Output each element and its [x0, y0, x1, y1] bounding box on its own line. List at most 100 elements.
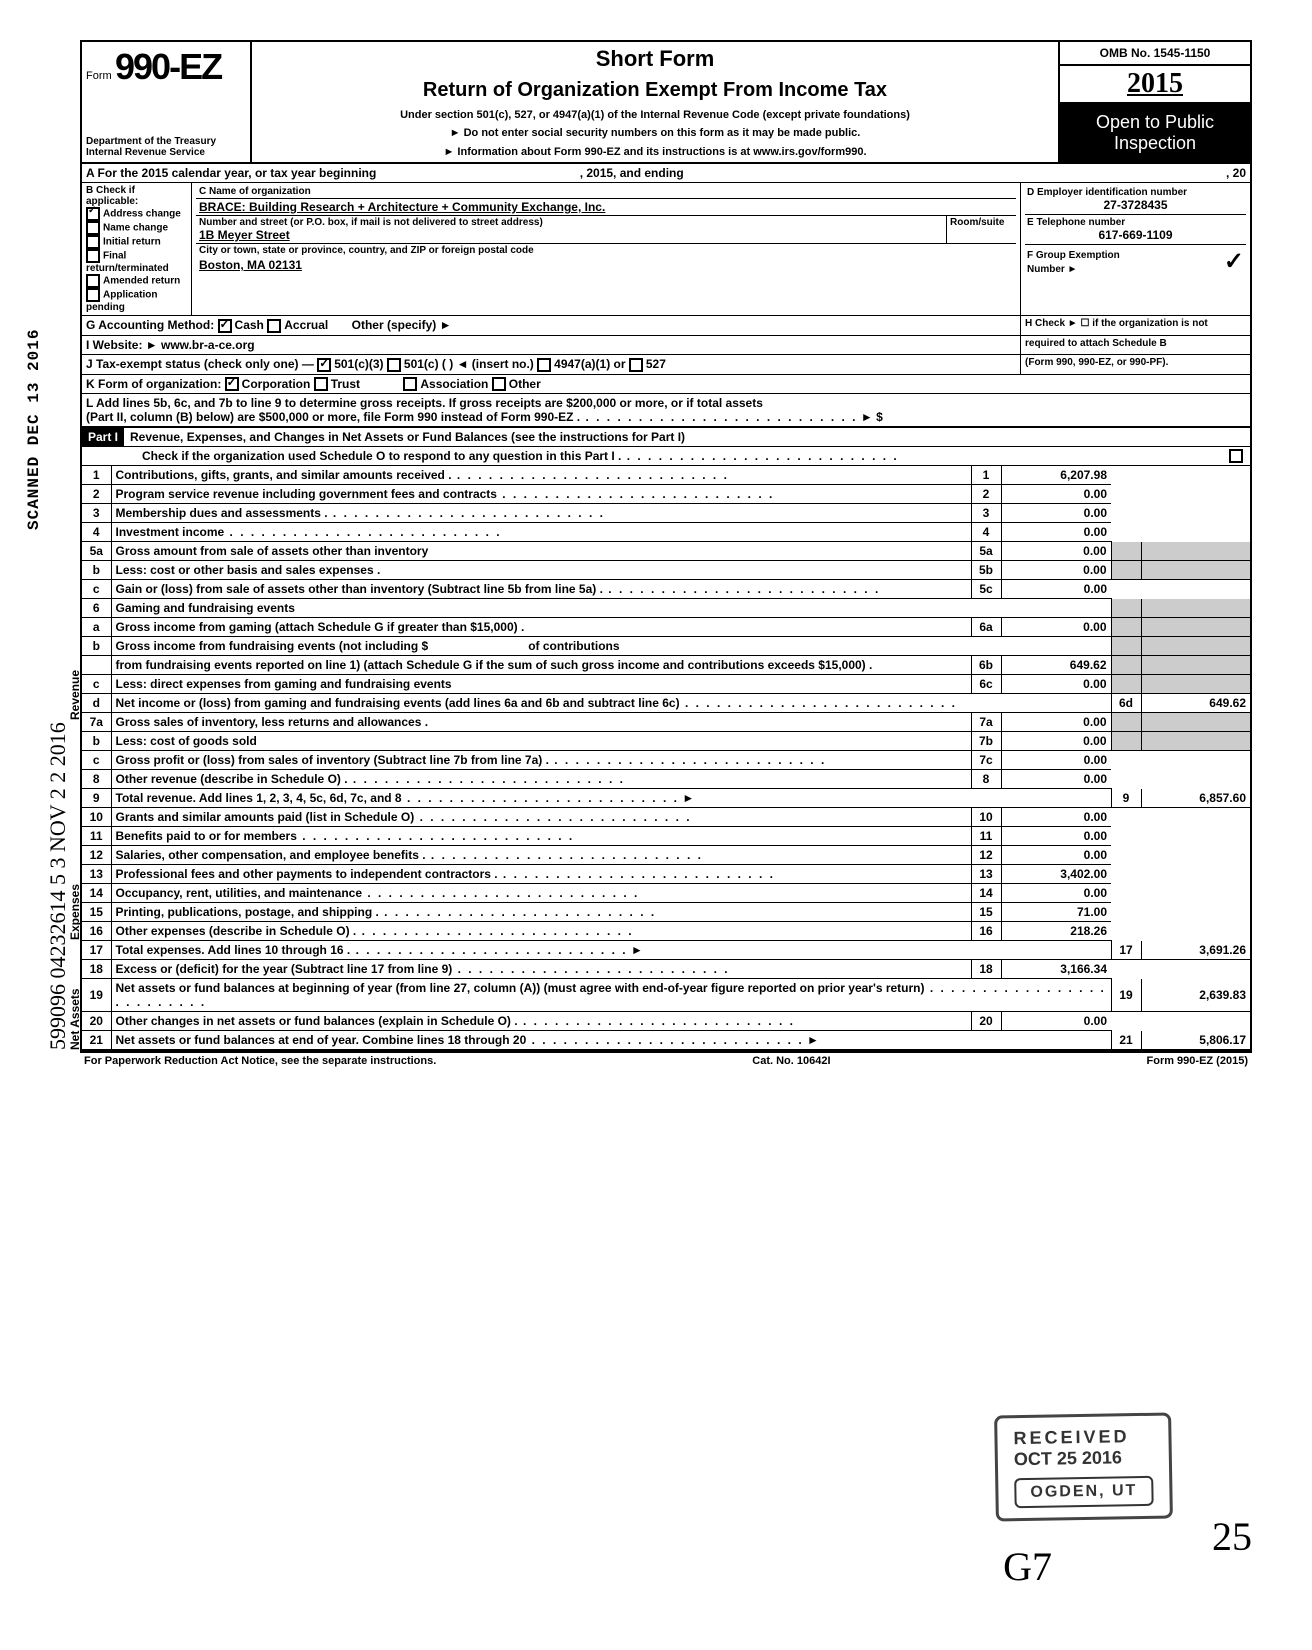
527-checkbox[interactable] — [629, 358, 643, 372]
part-1-sub: Check if the organization used Schedule … — [80, 447, 1252, 466]
line-3-desc: Membership dues and assessments . — [111, 504, 971, 523]
line-5a-desc: Gross amount from sale of assets other t… — [111, 542, 971, 561]
b-check-2[interactable] — [86, 235, 100, 249]
other-method-label: Other (specify) ► — [352, 318, 452, 332]
501c3-label: 501(c)(3) — [334, 357, 383, 371]
corp-label: Corporation — [242, 377, 311, 391]
line-13-desc: Professional fees and other payments to … — [111, 865, 971, 884]
line-11-desc: Benefits paid to or for members — [111, 827, 971, 846]
trust-label: Trust — [331, 377, 360, 391]
phone-value: 617-669-1109 — [1027, 228, 1244, 242]
dept-label: Department of the Treasury — [86, 136, 246, 147]
assoc-label: Association — [420, 377, 488, 391]
line-5a-midamt: 0.00 — [1001, 542, 1111, 561]
lines-table: 1Contributions, gifts, grants, and simil… — [80, 466, 1252, 1051]
line-7c-amt: 0.00 — [1001, 751, 1111, 770]
row-c-label: C Name of organization — [196, 185, 1016, 199]
part-1-header: Part I Revenue, Expenses, and Changes in… — [80, 428, 1252, 447]
row-g-h: G Accounting Method: Cash Accrual Other … — [80, 316, 1252, 336]
b-check-0[interactable] — [86, 207, 100, 221]
line-19-desc: Net assets or fund balances at beginning… — [111, 979, 1111, 1012]
row-a-mid: , 2015, and ending — [580, 166, 684, 180]
stamp-received: RECEIVED — [1013, 1426, 1152, 1449]
line-8-amt: 0.00 — [1001, 770, 1111, 789]
info-note: ► Information about Form 990-EZ and its … — [260, 146, 1050, 158]
line-18-desc: Excess or (deficit) for the year (Subtra… — [111, 960, 971, 979]
form-label: Form — [86, 70, 112, 82]
b-check-5[interactable] — [86, 288, 100, 302]
line-11-amt: 0.00 — [1001, 827, 1111, 846]
assoc-checkbox[interactable] — [403, 377, 417, 391]
corp-checkbox[interactable] — [225, 377, 239, 391]
line-7c-desc: Gross profit or (loss) from sales of inv… — [111, 751, 971, 770]
line-9-desc: Total revenue. Add lines 1, 2, 3, 4, 5c,… — [111, 789, 1111, 808]
527-label: 527 — [646, 357, 666, 371]
line-16-desc: Other expenses (describe in Schedule O) … — [111, 922, 971, 941]
handwritten-25: 25 — [1212, 1513, 1252, 1560]
b-item-2: Initial return — [103, 237, 161, 248]
group-number-label: Number ► — [1027, 264, 1077, 275]
return-title: Return of Organization Exempt From Incom… — [260, 79, 1050, 102]
row-a-end: , 20 — [1060, 164, 1250, 182]
part-1-title: Revenue, Expenses, and Changes in Net As… — [124, 428, 1250, 446]
trust-checkbox[interactable] — [314, 377, 328, 391]
b-check-3[interactable] — [86, 249, 100, 263]
line-4-amt: 0.00 — [1001, 523, 1111, 542]
accrual-checkbox[interactable] — [267, 319, 281, 333]
row-l-text1: L Add lines 5b, 6c, and 7b to line 9 to … — [86, 396, 1246, 410]
room-label: Room/suite — [946, 216, 1016, 243]
schedule-o-checkbox[interactable] — [1229, 449, 1243, 463]
line-17-desc: Total expenses. Add lines 10 through 16 … — [111, 941, 1111, 960]
ein-label: D Employer identification number — [1027, 187, 1244, 198]
b-check-4[interactable] — [86, 274, 100, 288]
501c-checkbox[interactable] — [387, 358, 401, 372]
ein-value: 27-3728435 — [1027, 198, 1244, 212]
row-l-text2: (Part II, column (B) below) are $500,000… — [86, 410, 858, 424]
phone-label: E Telephone number — [1027, 217, 1244, 228]
line-1-amt: 6,207.98 — [1001, 466, 1111, 485]
street-value: 1B Meyer Street — [199, 228, 943, 242]
footer: For Paperwork Reduction Act Notice, see … — [80, 1051, 1252, 1069]
501c-label: 501(c) ( — [404, 357, 446, 371]
b-check-1[interactable] — [86, 221, 100, 235]
city-label: City or town, state or province, country… — [196, 244, 1016, 257]
line-6b-desc: from fundraising events reported on line… — [111, 656, 971, 675]
line-7b-desc: Less: cost of goods sold — [111, 732, 971, 751]
cash-checkbox[interactable] — [218, 319, 232, 333]
other-org-checkbox[interactable] — [492, 377, 506, 391]
line-10-desc: Grants and similar amounts paid (list in… — [111, 808, 971, 827]
short-form-title: Short Form — [260, 46, 1050, 72]
line-1-desc: Contributions, gifts, grants, and simila… — [111, 466, 971, 485]
cat-no: Cat. No. 10642I — [752, 1055, 830, 1067]
line-6d-desc: Net income or (loss) from gaming and fun… — [111, 694, 1111, 713]
line-13-amt: 3,402.00 — [1001, 865, 1111, 884]
row-l-amt: $ — [876, 410, 883, 424]
line-15-desc: Printing, publications, postage, and shi… — [111, 903, 971, 922]
line-5c-amt: 0.00 — [1001, 580, 1111, 599]
row-l: L Add lines 5b, 6c, and 7b to line 9 to … — [80, 394, 1252, 428]
city-value: Boston, MA 02131 — [196, 257, 1016, 273]
row-i: I Website: ► www.br-a-ce.org required to… — [80, 336, 1252, 355]
ssn-note: ► Do not enter social security numbers o… — [260, 127, 1050, 139]
line-5c-desc: Gain or (loss) from sale of assets other… — [111, 580, 971, 599]
website-value: www.br-a-ce.org — [161, 338, 255, 352]
form-ref: Form 990-EZ (2015) — [1147, 1055, 1248, 1067]
tax-status-label: J Tax-exempt status (check only one) — — [86, 357, 314, 371]
row-b-c-d: B Check if applicable: Address changeNam… — [80, 183, 1252, 316]
subtitle: Under section 501(c), 527, or 4947(a)(1)… — [260, 109, 1050, 121]
stamp-ogden: OGDEN, UT — [1014, 1476, 1153, 1508]
501c3-checkbox[interactable] — [317, 358, 331, 372]
line-20-desc: Other changes in net assets or fund bala… — [111, 1012, 971, 1031]
4947-checkbox[interactable] — [537, 358, 551, 372]
line-2-desc: Program service revenue including govern… — [111, 485, 971, 504]
omb-number: OMB No. 1545-1150 — [1060, 42, 1250, 66]
line-12-amt: 0.00 — [1001, 846, 1111, 865]
insert-no: ) ◄ (insert no.) — [449, 357, 534, 371]
line-6b-pre: Gross income from fundraising events (no… — [111, 637, 1111, 656]
revenue-section-label: Revenue — [68, 670, 82, 720]
line-7b-midamt: 0.00 — [1001, 732, 1111, 751]
4947-label: 4947(a)(1) or — [554, 357, 625, 371]
row-h-label: H Check ► ☐ if the organization is not — [1020, 316, 1250, 335]
line-10-amt: 0.00 — [1001, 808, 1111, 827]
line-5b-midamt: 0.00 — [1001, 561, 1111, 580]
